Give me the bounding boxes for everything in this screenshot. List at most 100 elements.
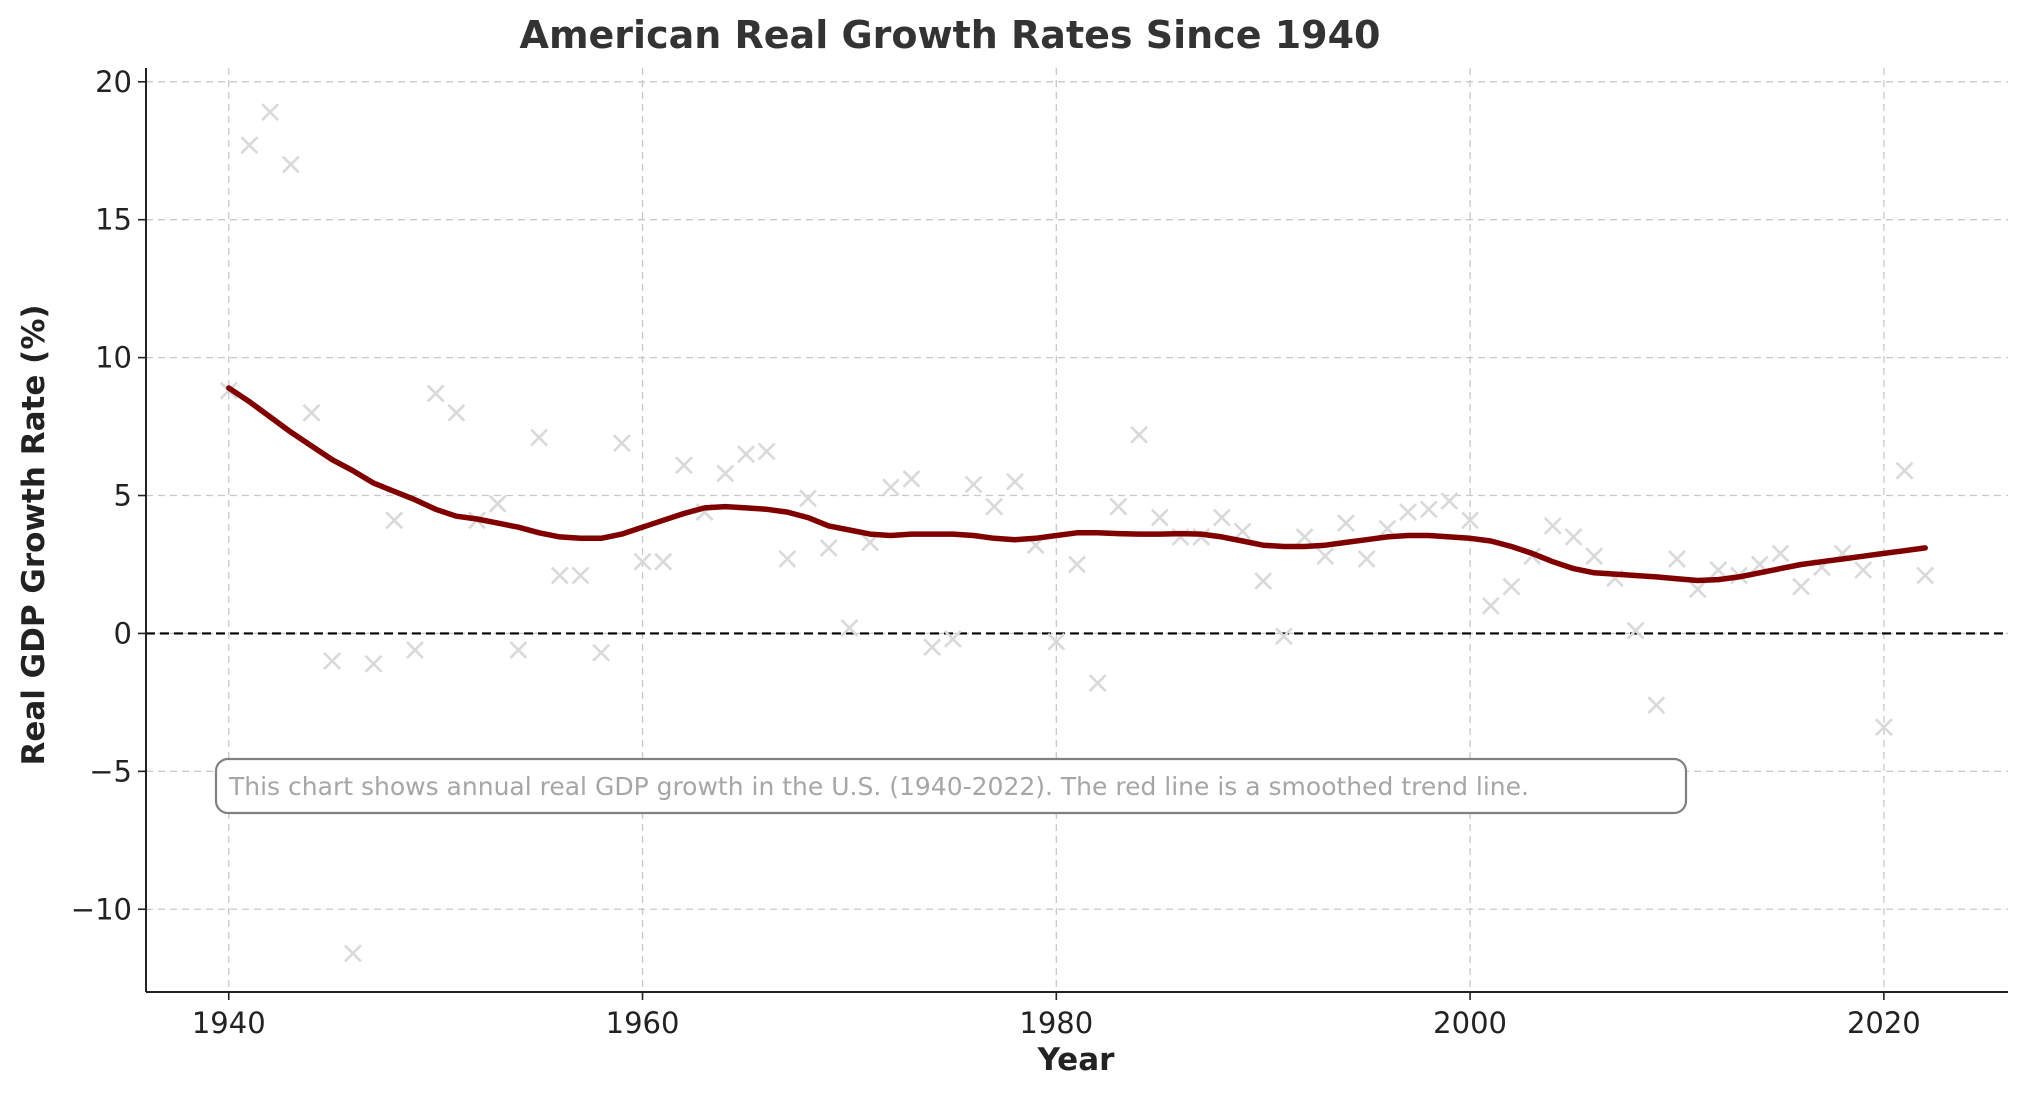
data-point bbox=[550, 566, 569, 585]
data-point-stroke bbox=[1792, 577, 1811, 596]
y-tick-label: 20 bbox=[95, 65, 132, 99]
data-point bbox=[364, 654, 383, 673]
data-point bbox=[1047, 632, 1066, 651]
data-point-stroke bbox=[1419, 500, 1438, 519]
data-point-stroke bbox=[840, 618, 859, 637]
data-point bbox=[426, 384, 445, 403]
data-point-stroke bbox=[1481, 596, 1500, 615]
data-point-stroke bbox=[302, 403, 321, 422]
grid bbox=[146, 68, 2008, 992]
data-point-stroke bbox=[530, 428, 549, 447]
data-point bbox=[778, 550, 797, 568]
data-point-stroke bbox=[923, 638, 942, 657]
data-point-stroke bbox=[1874, 718, 1893, 737]
data-point bbox=[819, 539, 838, 557]
data-point-stroke bbox=[1564, 527, 1583, 546]
data-point-stroke bbox=[1543, 516, 1562, 535]
data-point bbox=[1502, 577, 1521, 596]
data-point-stroke bbox=[1088, 674, 1107, 692]
data-point bbox=[1088, 674, 1107, 692]
data-point bbox=[985, 497, 1004, 516]
data-point-stroke bbox=[1626, 621, 1645, 640]
data-point bbox=[1771, 544, 1790, 563]
data-point bbox=[385, 511, 404, 530]
data-point-stroke bbox=[1295, 527, 1314, 546]
data-point bbox=[1130, 425, 1148, 444]
data-point bbox=[302, 403, 321, 422]
data-point-stroke bbox=[1337, 514, 1355, 533]
data-point bbox=[281, 155, 300, 174]
data-point-stroke bbox=[819, 539, 838, 557]
data-point bbox=[1006, 472, 1024, 491]
y-tick-label: 5 bbox=[114, 479, 132, 513]
data-point bbox=[488, 494, 507, 513]
data-point-stroke bbox=[716, 464, 735, 483]
data-point bbox=[1792, 577, 1811, 596]
data-point bbox=[840, 618, 859, 637]
data-point-stroke bbox=[1130, 425, 1148, 444]
data-point-stroke bbox=[240, 136, 259, 155]
data-point bbox=[530, 428, 549, 447]
data-point-stroke bbox=[1916, 566, 1935, 585]
data-point-stroke bbox=[1750, 555, 1769, 574]
scatter-points bbox=[219, 103, 1935, 963]
data-point-stroke bbox=[674, 456, 693, 475]
data-point-stroke bbox=[1399, 503, 1417, 521]
data-point bbox=[261, 103, 280, 122]
data-point-stroke bbox=[1585, 547, 1604, 566]
data-point-stroke bbox=[343, 944, 362, 963]
data-point bbox=[1399, 503, 1417, 521]
data-point-stroke bbox=[1502, 577, 1521, 596]
trend-line-path bbox=[226, 385, 1928, 584]
data-point bbox=[343, 944, 362, 963]
data-point-stroke bbox=[1254, 572, 1273, 590]
data-point bbox=[1626, 621, 1645, 640]
data-point bbox=[1854, 561, 1873, 579]
data-point bbox=[1916, 566, 1935, 585]
data-point bbox=[716, 464, 735, 483]
data-point-stroke bbox=[406, 641, 424, 659]
data-point bbox=[1357, 550, 1376, 568]
y-axis-label: Real GDP Growth Rate (%) bbox=[16, 304, 52, 765]
data-point-stroke bbox=[281, 155, 300, 174]
y-tick-label: 15 bbox=[95, 203, 132, 237]
data-point-stroke bbox=[426, 384, 445, 403]
data-point-stroke bbox=[261, 103, 280, 122]
data-point bbox=[612, 434, 631, 453]
data-point-stroke bbox=[447, 403, 466, 422]
data-point-stroke bbox=[385, 511, 404, 530]
data-point bbox=[1440, 492, 1459, 510]
data-point-stroke bbox=[1357, 550, 1376, 568]
annotation-text: This chart shows annual real GDP growth … bbox=[228, 772, 1529, 801]
data-point-stroke bbox=[1440, 492, 1459, 510]
data-point bbox=[571, 566, 590, 585]
chart-title: American Real Growth Rates Since 1940 bbox=[520, 13, 1381, 57]
data-point-stroke bbox=[654, 552, 673, 571]
data-point-stroke bbox=[985, 497, 1004, 516]
data-point-stroke bbox=[1233, 522, 1252, 541]
y-tick-label: 0 bbox=[114, 616, 132, 650]
data-point-stroke bbox=[1212, 508, 1231, 527]
data-point bbox=[1874, 718, 1893, 737]
data-point bbox=[1668, 550, 1686, 568]
data-point-stroke bbox=[1068, 555, 1086, 574]
data-point bbox=[881, 478, 900, 497]
y-tick-label: 10 bbox=[95, 341, 132, 375]
data-point-stroke bbox=[1006, 472, 1024, 491]
x-axis-label: Year bbox=[1037, 1042, 1116, 1078]
data-point bbox=[633, 552, 652, 571]
data-point-stroke bbox=[902, 470, 921, 488]
data-point-stroke bbox=[943, 630, 962, 648]
data-point-stroke bbox=[964, 475, 983, 494]
data-point bbox=[1274, 627, 1293, 646]
data-point-stroke bbox=[571, 566, 590, 585]
data-point bbox=[964, 475, 983, 494]
data-point bbox=[592, 643, 611, 662]
data-point-stroke bbox=[1895, 461, 1914, 480]
data-point-stroke bbox=[799, 489, 817, 508]
data-point-stroke bbox=[1854, 561, 1873, 579]
data-point bbox=[1212, 508, 1231, 527]
data-point bbox=[1688, 580, 1707, 599]
data-point-stroke bbox=[757, 442, 776, 461]
